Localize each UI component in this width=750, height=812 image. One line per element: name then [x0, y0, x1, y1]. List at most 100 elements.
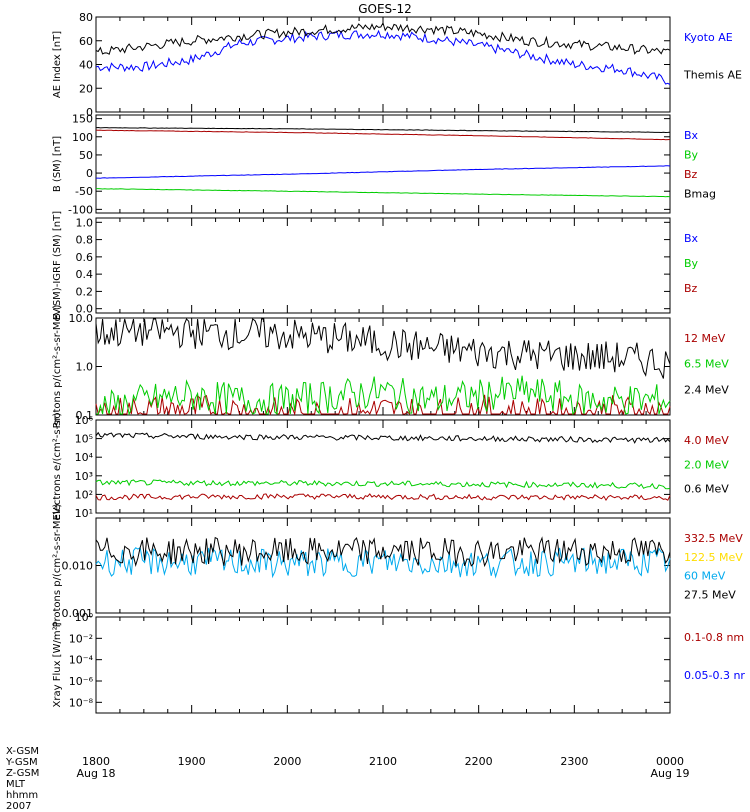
- y-tick-label: 40: [79, 59, 93, 72]
- y-tick-label: 10⁵: [75, 433, 93, 446]
- y-tick-label: 0.4: [76, 268, 94, 281]
- panel-frame: [95, 217, 671, 314]
- series-line: [95, 126, 671, 134]
- footer-label: Y-GSM: [6, 757, 38, 768]
- legend-entry: Bx: [684, 129, 699, 142]
- series-line: [95, 129, 671, 141]
- legend-entry: 122.5 MeV: [684, 551, 743, 564]
- legend-entry: By: [684, 149, 699, 162]
- footer-label: MLT: [6, 779, 25, 790]
- y-tick-label: 10⁻⁶: [69, 675, 94, 688]
- y-tick-label: 0: [86, 106, 93, 119]
- legend-entry: 0.1-0.8 nm: [684, 631, 744, 644]
- series-line: [95, 493, 671, 502]
- x-tick-label: 1900: [178, 755, 206, 768]
- y-tick-label: -100: [68, 203, 93, 216]
- legend-entry: 12 MeV: [684, 332, 726, 345]
- y-tick-label: 10⁻⁸: [69, 696, 94, 709]
- y-tick-label: 0.0: [76, 303, 94, 316]
- legend-entry: 60 MeV: [684, 570, 726, 583]
- orbit-footer: X-GSM Y-GSM Z-GSM MLT hhmm 2007: [6, 746, 39, 812]
- panel-4: 10.0 1.0 0.1 Protons p/(cm²-s-sr-MeV) 12 MeV…: [52, 305, 729, 429]
- panel-frame: [95, 517, 671, 614]
- footer-label: hhmm: [6, 790, 39, 801]
- y-axis-label: Electrons e/(cm²-s-sr): [52, 413, 63, 521]
- y-tick-label: 10.0: [69, 312, 94, 325]
- x-tick-label: 2000: [273, 755, 301, 768]
- x-tick-label: 2300: [560, 755, 588, 768]
- panel-1: 80 60 40 20 0 AE Index [nT] Kyoto AE Themis AE: [52, 11, 742, 119]
- panel-3: 1.0 0.8 0.6 0.4 0.2 0.0 B (SM)-IGRF (SM) [nT] B…: [52, 211, 699, 320]
- x-tick-label: 1800: [82, 755, 110, 768]
- y-axis-label: Xray Flux [W/m²]: [52, 622, 63, 707]
- legend-entry: 332.5 MeV: [684, 532, 743, 545]
- y-tick-label: 0.8: [76, 234, 94, 247]
- footer-label: X-GSM: [6, 746, 40, 757]
- legend-entry: 6.5 MeV: [684, 358, 729, 371]
- y-tick-label: 1.0: [76, 361, 94, 374]
- legend-entry: 2.4 MeV: [684, 383, 729, 396]
- panel-2: 150 100 50 0 -50 -100 B (SM) [nT] Bx By Bz Bmag: [52, 113, 716, 217]
- y-tick-label: 100: [72, 131, 93, 144]
- legend-entry: Themis AE: [683, 69, 742, 82]
- legend-entry: Bx: [684, 232, 699, 245]
- y-tick-label: 0.2: [76, 285, 94, 298]
- y-tick-label: 10³: [75, 470, 93, 483]
- y-tick-label: 20: [79, 82, 93, 95]
- y-tick-label: 10²: [75, 488, 93, 501]
- y-tick-label: 10⁶: [75, 414, 94, 427]
- y-tick-label: 10¹: [75, 507, 93, 520]
- series-line: [95, 431, 671, 444]
- y-axis-label: Protons p/(cm²-s-sr-MeV): [52, 305, 63, 429]
- series-line: [96, 375, 671, 416]
- legend-entry: By: [684, 257, 699, 270]
- y-tick-label: 10⁴: [75, 451, 94, 464]
- legend-entry: Bmag: [684, 188, 716, 201]
- y-axis-label: AE Index [nT]: [52, 31, 63, 98]
- series-line: [96, 188, 671, 198]
- y-tick-label: -50: [75, 185, 93, 198]
- y-tick-label: 10⁻²: [69, 632, 93, 645]
- series-line: [95, 479, 671, 490]
- legend-entry: Bz: [684, 168, 698, 181]
- y-axis-label: B (SM) [nT]: [52, 136, 63, 192]
- series-line: [95, 546, 671, 579]
- y-tick-label: 60: [79, 35, 93, 48]
- series-line: [96, 165, 671, 179]
- panel-5: 10⁶ 10⁵ 10⁴ 10³ 10² 10¹ Electrons e/(cm²-s-sr)…: [52, 413, 729, 521]
- panel-frame: [95, 616, 671, 714]
- x-tick-label: 2100: [369, 755, 397, 768]
- series-line: [95, 536, 671, 568]
- legend-entry: 0.05-0.3 nr: [684, 669, 745, 682]
- y-tick-label: 1.0: [76, 216, 94, 229]
- legend-entry: 27.5 MeV: [684, 588, 736, 601]
- date-left: Aug 18: [77, 767, 116, 780]
- y-tick-label: 0.010: [62, 560, 94, 573]
- y-tick-label: 50: [79, 149, 93, 162]
- legend-entry: 2.0 MeV: [684, 458, 729, 471]
- legend-entry: Kyoto AE: [684, 31, 733, 44]
- x-tick-label: 0000: [656, 755, 684, 768]
- series-line: [95, 29, 671, 86]
- y-tick-label: 0.1: [76, 409, 94, 422]
- footer-label: Z-GSM: [6, 768, 40, 779]
- y-axis-label: B (SM)-IGRF (SM) [nT]: [52, 211, 63, 320]
- y-axis-label: Protons p/(cm²-s-sr-MeV): [52, 504, 63, 628]
- legend-entry: Bz: [684, 282, 698, 295]
- legend-entry: 0.6 MeV: [684, 483, 729, 496]
- y-tick-label: 0.6: [76, 251, 94, 264]
- series-line: [95, 318, 671, 379]
- date-right: Aug 19: [651, 767, 690, 780]
- y-tick-label: 0.001: [62, 607, 94, 620]
- y-tick-label: 150: [72, 113, 93, 126]
- panel-7: 10⁰ 10⁻² 10⁻⁴ 10⁻⁶ 10⁻⁸ Xray Flux [W/m²] 0.1-0…: [52, 611, 745, 714]
- y-tick-label: 10⁰: [75, 611, 94, 624]
- footer-label: 2007: [6, 801, 32, 812]
- y-tick-label: 0: [86, 167, 93, 180]
- y-tick-label: 10⁻⁴: [69, 654, 94, 667]
- legend-entry: 4.0 MeV: [684, 434, 729, 447]
- series-line: [95, 21, 671, 55]
- chart-title: GOES-12: [358, 2, 412, 16]
